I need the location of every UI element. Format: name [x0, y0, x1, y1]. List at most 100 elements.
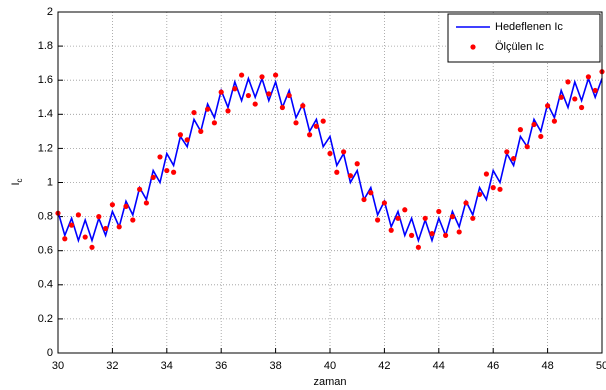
- data-point: [211, 120, 217, 126]
- data-point: [524, 144, 530, 150]
- data-point: [551, 118, 558, 124]
- x-tick-label: 46: [487, 360, 499, 372]
- data-point: [531, 121, 537, 128]
- data-point: [130, 217, 136, 223]
- data-point: [361, 196, 367, 203]
- data-point: [538, 133, 544, 140]
- data-point: [96, 214, 102, 220]
- y-tick-label: 1.4: [38, 108, 53, 120]
- y-tick-label: 1.2: [38, 142, 53, 154]
- data-point: [252, 101, 258, 107]
- data-point: [293, 120, 299, 126]
- data-point: [225, 108, 231, 114]
- data-point: [300, 103, 306, 109]
- data-point: [341, 149, 347, 155]
- data-point: [558, 94, 564, 100]
- data-point: [259, 74, 265, 80]
- data-point: [62, 236, 68, 242]
- data-point: [436, 208, 442, 215]
- data-point: [137, 186, 143, 192]
- data-point: [320, 118, 326, 124]
- data-point: [388, 227, 394, 233]
- series-line: [57, 75, 603, 244]
- x-tick-label: 50: [596, 360, 606, 372]
- data-point: [470, 215, 476, 221]
- x-tick-label: 44: [433, 360, 445, 372]
- y-tick-label: 2: [47, 6, 53, 18]
- data-point: [109, 202, 115, 208]
- data-point: [347, 173, 353, 179]
- x-tick-label: 48: [541, 360, 553, 372]
- data-point: [69, 222, 75, 228]
- data-point: [273, 72, 279, 78]
- plot-frame: [57, 11, 603, 354]
- x-tick-label: 30: [52, 360, 64, 372]
- data-point: [75, 212, 81, 218]
- legend: Hedeflenen Ic Ölçülen Ic: [447, 13, 601, 63]
- data-point: [477, 191, 483, 198]
- data-point: [517, 127, 524, 133]
- data-point: [579, 104, 585, 111]
- data-point: [164, 167, 170, 174]
- data-point: [415, 244, 421, 250]
- data-point: [463, 200, 469, 206]
- data-point: [565, 79, 571, 85]
- data-point: [232, 86, 238, 92]
- legend-box: [447, 13, 601, 63]
- data-point: [585, 74, 592, 80]
- data-point: [171, 169, 177, 175]
- data-point: [198, 128, 204, 134]
- data-point: [177, 132, 183, 138]
- x-tick-label: 38: [269, 360, 281, 372]
- x-tick-label: 40: [324, 360, 336, 372]
- data-point: [497, 186, 503, 192]
- y-label-symbol: I: [10, 182, 22, 185]
- data-point: [82, 234, 88, 240]
- data-point: [354, 161, 360, 167]
- data-point: [307, 132, 313, 138]
- data-point: [157, 154, 163, 160]
- data-point: [103, 225, 109, 232]
- data-point: [143, 200, 149, 206]
- legend-label: Hedeflenen Ic: [495, 21, 563, 33]
- data-point: [184, 137, 190, 143]
- data-point: [422, 215, 428, 221]
- data-point: [327, 150, 333, 157]
- data-point: [286, 92, 292, 99]
- x-tick-label: 32: [106, 360, 118, 372]
- data-point: [116, 224, 122, 230]
- data-point: [205, 106, 211, 112]
- y-tick-label: 0.6: [38, 245, 53, 257]
- y-tick-label: 1.8: [38, 40, 53, 52]
- data-point: [545, 103, 551, 109]
- x-tick-label: 36: [215, 360, 227, 372]
- data-point: [381, 200, 387, 206]
- data-point: [483, 171, 489, 177]
- data-point: [123, 203, 129, 209]
- x-axis-label: zaman: [313, 376, 346, 388]
- y-axis-label: Ic: [10, 178, 24, 185]
- data-point: [490, 185, 496, 191]
- y-axis-label-main: Ic: [10, 178, 24, 185]
- data-point: [592, 87, 598, 94]
- data-point: [375, 217, 381, 223]
- y-tick-label: 0.4: [38, 279, 53, 291]
- data-point: [368, 190, 374, 196]
- legend-marker: [470, 44, 476, 50]
- y-tick-label: 1: [47, 176, 53, 188]
- data-point: [89, 244, 95, 250]
- data-point: [504, 149, 510, 155]
- y-label-subscript: c: [15, 178, 24, 182]
- data-point: [572, 96, 578, 102]
- data-point: [456, 229, 462, 235]
- data-point: [245, 92, 251, 99]
- data-point: [191, 109, 197, 116]
- data-point: [395, 215, 401, 221]
- x-tick-label: 34: [161, 360, 173, 372]
- data-point: [279, 104, 285, 111]
- data-point: [239, 72, 245, 78]
- data-point: [150, 174, 156, 180]
- y-tick-label: 0.2: [38, 313, 53, 325]
- data-point: [334, 169, 340, 175]
- data-point: [429, 231, 435, 237]
